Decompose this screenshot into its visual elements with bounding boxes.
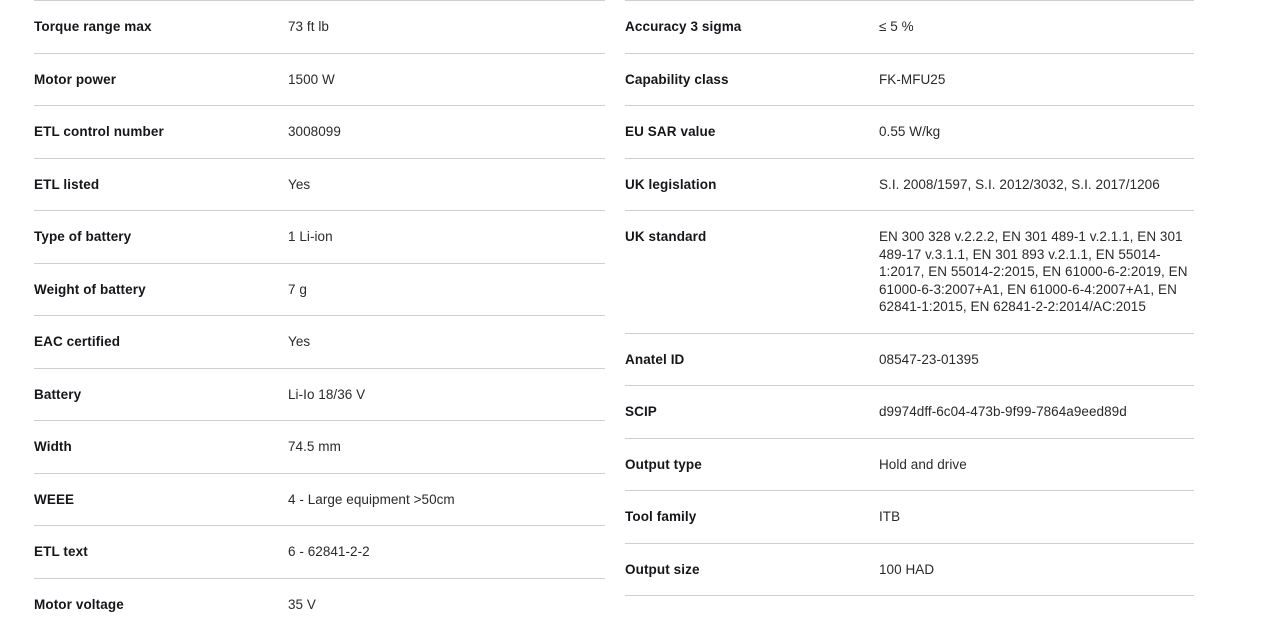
spec-row: EU SAR value 0.55 W/kg bbox=[625, 105, 1194, 158]
spec-row: ETL listed Yes bbox=[34, 158, 605, 211]
spec-label: Tool family bbox=[625, 508, 879, 525]
spec-row: UK standard EN 300 328 v.2.2.2, EN 301 4… bbox=[625, 210, 1194, 333]
spec-value: Yes bbox=[288, 176, 605, 194]
spec-row: Tool family ITB bbox=[625, 490, 1194, 543]
spec-column-right: Accuracy 3 sigma ≤ 5 % Capability class … bbox=[625, 0, 1194, 596]
spec-value: S.I. 2008/1597, S.I. 2012/3032, S.I. 201… bbox=[879, 176, 1194, 194]
spec-row: Capability class FK-MFU25 bbox=[625, 53, 1194, 106]
spec-value: 74.5 mm bbox=[288, 438, 605, 456]
spec-value: 4 - Large equipment >50cm bbox=[288, 491, 605, 509]
spec-label: ETL listed bbox=[34, 176, 288, 193]
spec-value: d9974dff-6c04-473b-9f99-7864a9eed89d bbox=[879, 403, 1194, 421]
spec-value: 6 - 62841-2-2 bbox=[288, 543, 605, 561]
spec-value: Yes bbox=[288, 333, 605, 351]
spec-label: Output type bbox=[625, 456, 879, 473]
spec-value: Hold and drive bbox=[879, 456, 1194, 474]
spec-label: Output size bbox=[625, 561, 879, 578]
spec-label: Battery bbox=[34, 386, 288, 403]
spec-row: EAC certified Yes bbox=[34, 315, 605, 368]
spec-row: UK legislation S.I. 2008/1597, S.I. 2012… bbox=[625, 158, 1194, 211]
spec-label: UK legislation bbox=[625, 176, 879, 193]
spec-row: Accuracy 3 sigma ≤ 5 % bbox=[625, 0, 1194, 53]
spec-value: 1 Li-ion bbox=[288, 228, 605, 246]
spec-label: Width bbox=[34, 438, 288, 455]
spec-value: 3008099 bbox=[288, 123, 605, 141]
spec-row: Type of battery 1 Li-ion bbox=[34, 210, 605, 263]
spec-column-left: Torque range max 73 ft lb Motor power 15… bbox=[34, 0, 605, 630]
specification-sheet: Torque range max 73 ft lb Motor power 15… bbox=[0, 0, 1274, 610]
spec-row: Motor power 1500 W bbox=[34, 53, 605, 106]
spec-label: Weight of battery bbox=[34, 281, 288, 298]
spec-label: UK standard bbox=[625, 228, 879, 245]
spec-label: Motor power bbox=[34, 71, 288, 88]
spec-label: Capability class bbox=[625, 71, 879, 88]
spec-value: ITB bbox=[879, 508, 1194, 526]
spec-value: 100 HAD bbox=[879, 561, 1194, 579]
spec-row: Width 74.5 mm bbox=[34, 420, 605, 473]
spec-value: EN 300 328 v.2.2.2, EN 301 489-1 v.2.1.1… bbox=[879, 228, 1194, 316]
spec-value: 0.55 W/kg bbox=[879, 123, 1194, 141]
spec-label: EAC certified bbox=[34, 333, 288, 350]
spec-value: Li-Io 18/36 V bbox=[288, 386, 605, 404]
spec-value: FK-MFU25 bbox=[879, 71, 1194, 89]
spec-row: WEEE 4 - Large equipment >50cm bbox=[34, 473, 605, 526]
spec-value: 1500 W bbox=[288, 71, 605, 89]
spec-label: Type of battery bbox=[34, 228, 288, 245]
spec-label: EU SAR value bbox=[625, 123, 879, 140]
spec-row: Weight of battery 7 g bbox=[34, 263, 605, 316]
spec-row: ETL control number 3008099 bbox=[34, 105, 605, 158]
spec-label: ETL text bbox=[34, 543, 288, 560]
spec-label: ETL control number bbox=[34, 123, 288, 140]
spec-label: WEEE bbox=[34, 491, 288, 508]
spec-row: Motor voltage 35 V bbox=[34, 578, 605, 630]
spec-label: Anatel ID bbox=[625, 351, 879, 368]
spec-row: Battery Li-Io 18/36 V bbox=[34, 368, 605, 421]
spec-value: 08547-23-01395 bbox=[879, 351, 1194, 369]
spec-row: Output size 100 HAD bbox=[625, 543, 1194, 597]
spec-label: SCIP bbox=[625, 403, 879, 420]
spec-value: 35 V bbox=[288, 596, 605, 614]
spec-value: ≤ 5 % bbox=[879, 18, 1194, 36]
spec-row: Output type Hold and drive bbox=[625, 438, 1194, 491]
spec-label: Torque range max bbox=[34, 18, 288, 35]
spec-row: Torque range max 73 ft lb bbox=[34, 0, 605, 53]
spec-value: 73 ft lb bbox=[288, 18, 605, 36]
spec-row: Anatel ID 08547-23-01395 bbox=[625, 333, 1194, 386]
spec-label: Accuracy 3 sigma bbox=[625, 18, 879, 35]
spec-value: 7 g bbox=[288, 281, 605, 299]
spec-row: ETL text 6 - 62841-2-2 bbox=[34, 525, 605, 578]
spec-row: SCIP d9974dff-6c04-473b-9f99-7864a9eed89… bbox=[625, 385, 1194, 438]
